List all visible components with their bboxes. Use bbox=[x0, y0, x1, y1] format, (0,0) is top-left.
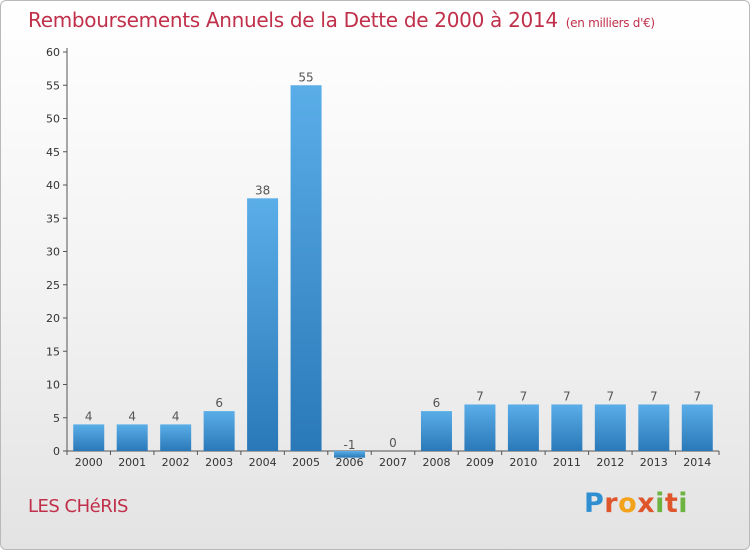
data-label: 55 bbox=[298, 70, 313, 84]
y-tick-label: 0 bbox=[53, 445, 60, 458]
y-tick-label: 10 bbox=[46, 379, 60, 392]
x-tick-label: 2004 bbox=[249, 456, 277, 469]
x-tick-label: 2002 bbox=[162, 456, 190, 469]
y-tick-label: 20 bbox=[46, 312, 60, 325]
data-label: 4 bbox=[128, 409, 136, 423]
data-label: 0 bbox=[389, 436, 397, 450]
logo-letter: P bbox=[584, 488, 605, 519]
data-label: 6 bbox=[215, 396, 223, 410]
data-label: 7 bbox=[476, 389, 484, 403]
y-tick-label: 15 bbox=[46, 345, 60, 358]
bar bbox=[551, 404, 583, 451]
data-label: 7 bbox=[650, 389, 658, 403]
bar bbox=[203, 411, 235, 451]
bar bbox=[464, 404, 496, 451]
x-tick-label: 2013 bbox=[640, 456, 668, 469]
data-label: 7 bbox=[520, 389, 528, 403]
x-tick-label: 2005 bbox=[292, 456, 320, 469]
x-tick-label: 2008 bbox=[422, 456, 450, 469]
y-tick-label: 55 bbox=[46, 79, 60, 92]
data-label: 4 bbox=[172, 409, 180, 423]
x-tick-label: 2007 bbox=[379, 456, 407, 469]
y-tick-label: 30 bbox=[46, 246, 60, 259]
data-label: -1 bbox=[344, 438, 356, 452]
bar bbox=[681, 404, 713, 451]
data-label: 7 bbox=[607, 389, 615, 403]
proxiti-logo: Proxiti bbox=[584, 488, 688, 519]
x-tick-label: 2001 bbox=[118, 456, 146, 469]
data-label: 38 bbox=[255, 183, 270, 197]
logo-letter: i bbox=[678, 488, 689, 519]
y-tick-label: 45 bbox=[46, 146, 60, 159]
x-tick-label: 2012 bbox=[596, 456, 624, 469]
bar bbox=[116, 424, 148, 451]
x-tick-label: 2011 bbox=[553, 456, 581, 469]
bar bbox=[638, 404, 670, 451]
x-tick-label: 2003 bbox=[205, 456, 233, 469]
y-tick-label: 40 bbox=[46, 179, 60, 192]
logo-letter: r bbox=[604, 488, 619, 519]
y-tick-label: 35 bbox=[46, 212, 60, 225]
data-label: 7 bbox=[563, 389, 571, 403]
bar bbox=[73, 424, 105, 451]
chart-subtitle: (en milliers d'€) bbox=[565, 16, 655, 30]
bar bbox=[507, 404, 539, 451]
x-tick-label: 2009 bbox=[466, 456, 494, 469]
chart-title-text: Remboursements Annuels de la Dette de 20… bbox=[28, 8, 558, 32]
logo-letter: t bbox=[664, 488, 679, 519]
bar bbox=[420, 411, 452, 451]
x-tick-label: 2006 bbox=[336, 456, 364, 469]
chart-title: Remboursements Annuels de la Dette de 20… bbox=[28, 8, 655, 32]
y-tick-label: 50 bbox=[46, 113, 60, 126]
commune-name: LES CHéRIS bbox=[28, 496, 128, 517]
data-label: 4 bbox=[85, 409, 93, 423]
y-tick-label: 25 bbox=[46, 279, 60, 292]
bar bbox=[334, 451, 366, 458]
bar bbox=[160, 424, 192, 451]
bar bbox=[247, 198, 279, 451]
x-tick-label: 2010 bbox=[509, 456, 537, 469]
x-tick-label: 2014 bbox=[683, 456, 711, 469]
y-tick-label: 60 bbox=[46, 46, 60, 59]
logo-letter: x bbox=[637, 488, 656, 519]
bar bbox=[290, 85, 322, 451]
data-label: 6 bbox=[433, 396, 441, 410]
x-tick-label: 2000 bbox=[75, 456, 103, 469]
logo-letter: o bbox=[618, 488, 638, 519]
bar bbox=[594, 404, 626, 451]
logo-letter: i bbox=[655, 488, 665, 519]
y-tick-label: 5 bbox=[53, 412, 60, 425]
data-label: 7 bbox=[693, 389, 701, 403]
